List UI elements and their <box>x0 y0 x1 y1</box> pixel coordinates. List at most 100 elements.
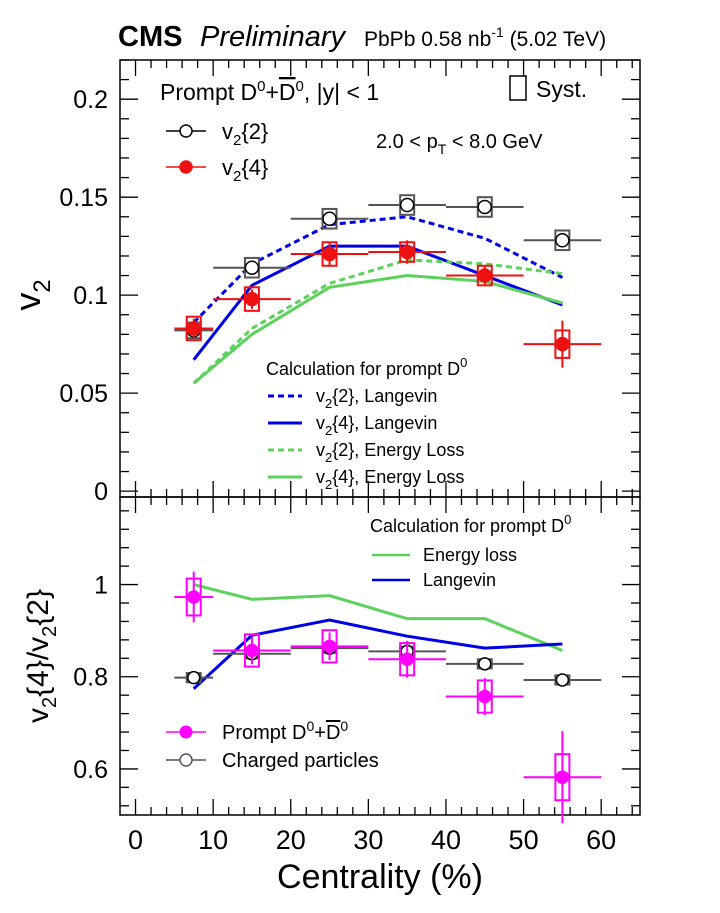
top-point-open <box>523 229 602 252</box>
charged-legend-label: Charged particles <box>222 750 379 772</box>
marker <box>245 643 259 658</box>
bottom-point-open <box>523 673 602 687</box>
bottom-point-open <box>174 670 214 685</box>
experiment-label: CMS <box>118 21 182 53</box>
marker <box>555 770 570 784</box>
bottom-legend: Calculation for prompt D0 Energy loss La… <box>166 512 571 772</box>
bottom-y-tick-label: 0.6 <box>73 756 108 784</box>
syst-box <box>243 633 260 668</box>
syst-box <box>399 642 416 677</box>
marker <box>186 321 201 336</box>
top-curve-v2-4-energy-loss <box>192 274 563 385</box>
x-tick-label: 20 <box>276 825 306 855</box>
x-axis-title: Centrality (%) <box>277 858 483 896</box>
eloss-legend-label: Energy loss <box>423 545 517 565</box>
marker <box>478 657 492 671</box>
pt-range-label: 2.0 < pT < 8.0 GeV <box>376 131 543 157</box>
bottom-point-open <box>445 657 524 671</box>
marker <box>322 639 337 654</box>
marker <box>322 246 337 262</box>
open-circle-icon <box>179 124 193 138</box>
status-label: Preliminary <box>200 21 347 53</box>
syst-box <box>185 577 202 617</box>
top-y-axis-title: v2 <box>7 279 56 310</box>
marker <box>555 336 570 352</box>
x-tick-label: 10 <box>198 825 228 855</box>
marker <box>399 197 415 213</box>
top-curve-v2-2-langevin <box>192 215 564 324</box>
bottom-point-filled <box>174 571 214 623</box>
syst-box-icon <box>509 75 527 101</box>
x-tick-label: 50 <box>509 825 539 855</box>
calc-legend-label: v2{2}, Langevin <box>316 386 437 411</box>
marker <box>244 260 260 275</box>
filled-circle-icon <box>179 160 193 174</box>
top-point-filled <box>523 320 602 368</box>
marker <box>400 652 414 666</box>
top-point-filled <box>290 241 369 267</box>
top-point-filled <box>213 286 291 312</box>
system-label: PbPb 0.58 nb-1 (5.02 TeV) <box>364 24 606 51</box>
bottom-point-filled <box>368 640 446 678</box>
langevin-legend-label: Langevin <box>423 570 496 590</box>
x-tick-label: 40 <box>431 825 461 855</box>
top-data-points <box>174 194 602 368</box>
top-y-tick-label: 0.2 <box>73 86 108 114</box>
marker <box>477 199 493 215</box>
marker <box>186 590 201 604</box>
syst-box <box>321 629 338 664</box>
v22-legend-label: v2{2} <box>222 119 268 149</box>
marker <box>555 673 570 687</box>
syst-box <box>554 753 571 802</box>
bottom-panel-frame <box>119 496 641 816</box>
top-point-open <box>445 196 524 218</box>
top-legend: Prompt D0+D0, |y| < 1 Syst. v2{2} v2{4} … <box>160 75 587 492</box>
bottom-model-curves <box>192 583 563 690</box>
filled-circle-icon <box>179 725 193 739</box>
calc-title-top: Calculation for prompt D0 <box>266 355 467 379</box>
calc-title-bottom: Calculation for prompt D0 <box>370 512 571 536</box>
top-y-tick-label: 0.05 <box>59 380 108 408</box>
header: CMS Preliminary PbPb 0.58 nb-1 (5.02 TeV… <box>118 21 606 53</box>
prompt-d0-title: Prompt D0+D0, |y| < 1 <box>160 78 379 105</box>
marker <box>478 689 492 704</box>
marker <box>322 211 337 226</box>
bottom-y-axis-title: v2{4}/v2{2} <box>22 589 61 723</box>
bottom-point-filled <box>213 633 291 668</box>
top-axis-ticks: 0 0.05 0.1 0.15 0.2 <box>59 59 640 506</box>
top-point-filled <box>445 264 524 287</box>
bottom-point-filled <box>290 629 369 664</box>
marker <box>244 291 260 307</box>
calc-legend-label: v2{2}, Energy Loss <box>316 440 464 465</box>
prompt-legend-label: Prompt D0+D0 <box>222 718 348 744</box>
top-curve-v2-2-energy-loss <box>192 258 563 385</box>
calc-legend-label: v2{4}, Langevin <box>316 413 437 438</box>
calc-legend-label: v2{4}, Energy Loss <box>316 467 464 492</box>
bottom-data-points <box>174 571 602 824</box>
top-point-open <box>213 256 291 279</box>
bottom-y-tick-label: 1 <box>94 572 108 600</box>
syst-box <box>476 679 493 714</box>
bottom-point-filled <box>523 731 602 824</box>
top-y-tick-label: 0 <box>94 478 108 506</box>
top-model-curves <box>192 215 564 385</box>
marker <box>186 670 201 685</box>
bottom-y-tick-label: 0.8 <box>73 664 108 692</box>
x-tick-label: 0 <box>128 825 143 855</box>
top-y-tick-label: 0.1 <box>73 282 108 310</box>
marker <box>555 233 570 248</box>
bottom-axis-ticks: 0 10 20 30 40 50 60 0.6 0.8 1 <box>73 497 640 855</box>
bottom-point-filled <box>445 678 524 715</box>
x-tick-label: 30 <box>353 825 383 855</box>
syst-label: Syst. <box>536 76 587 102</box>
top-point-open <box>290 207 369 230</box>
x-tick-label: 60 <box>586 825 616 855</box>
marker <box>399 244 415 260</box>
v24-legend-label: v2{4} <box>222 155 268 185</box>
top-point-filled <box>174 315 214 342</box>
open-circle-icon <box>179 753 193 767</box>
top-curve-v2-4-langevin <box>192 244 563 361</box>
top-point-open <box>368 194 446 216</box>
